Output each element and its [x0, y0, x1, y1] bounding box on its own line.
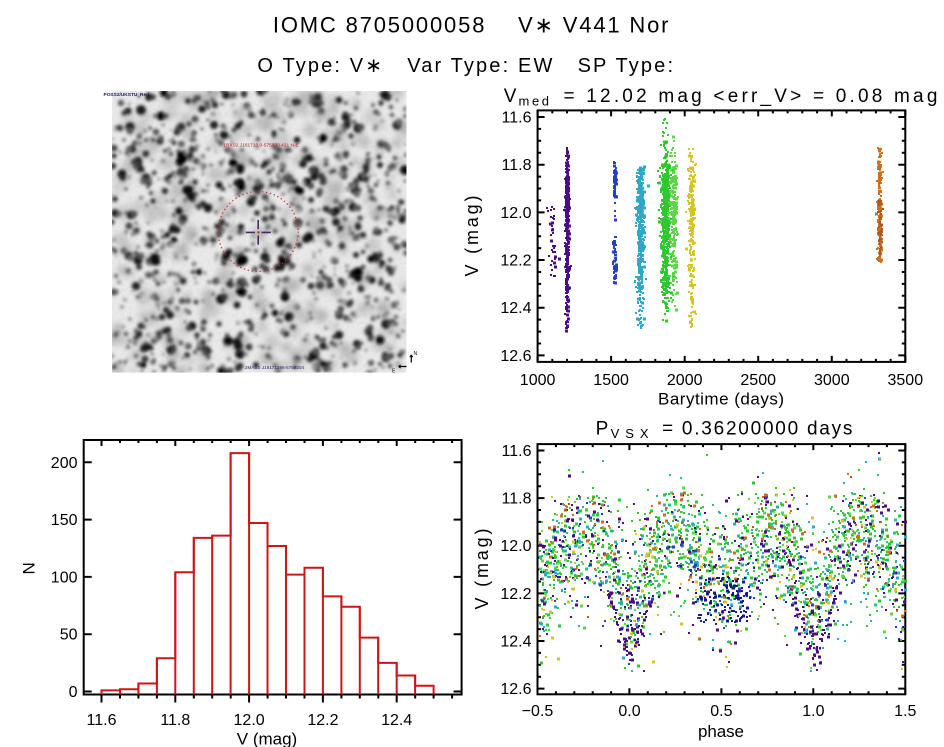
svg-text:200: 200 [51, 455, 78, 472]
svg-text:3000: 3000 [814, 372, 850, 389]
svg-text:0.5: 0.5 [710, 703, 732, 720]
svg-text:VSX: VSX [611, 426, 649, 441]
svg-text:2500: 2500 [740, 372, 776, 389]
svg-text:11.6: 11.6 [502, 110, 532, 127]
svg-text:N: N [20, 562, 39, 574]
svg-text:12.0: 12.0 [234, 712, 265, 729]
svg-text:3500: 3500 [888, 372, 924, 389]
svg-text:V (mag): V (mag) [237, 730, 297, 747]
svg-text:150: 150 [51, 512, 78, 529]
svg-text:1.0: 1.0 [802, 703, 824, 720]
svg-text:12.6: 12.6 [500, 681, 531, 698]
svg-text:E: E [392, 369, 396, 375]
svg-text:2MASS J16171296-5759204: 2MASS J16171296-5759204 [245, 365, 304, 370]
svg-text:11.8: 11.8 [160, 712, 190, 729]
svg-text:12.4: 12.4 [500, 300, 531, 317]
svg-text:12.4: 12.4 [381, 712, 412, 729]
svg-text:1RXS2 J161713.0-575920 431 N-E: 1RXS2 J161713.0-575920 431 N-E [223, 142, 298, 148]
svg-text:0.0: 0.0 [618, 703, 640, 720]
svg-text:50: 50 [60, 627, 78, 644]
svg-text:12.2: 12.2 [307, 712, 338, 729]
svg-text:11.8: 11.8 [502, 491, 532, 508]
svg-text:Barytime (days): Barytime (days) [658, 390, 784, 409]
svg-text:phase: phase [698, 722, 744, 741]
svg-text:POSS2/UKSTU_Red: POSS2/UKSTU_Red [104, 92, 150, 98]
svg-text:med: med [519, 94, 550, 109]
svg-text:11.6: 11.6 [87, 712, 117, 729]
svg-text:12.2: 12.2 [500, 586, 531, 603]
svg-text:12.2: 12.2 [500, 253, 531, 270]
svg-text:11.6: 11.6 [502, 443, 532, 460]
svg-text:0: 0 [69, 684, 78, 701]
svg-text:= 0.36200000 days: = 0.36200000 days [662, 419, 852, 440]
svg-text:12.4: 12.4 [500, 634, 531, 651]
svg-text:1000: 1000 [520, 372, 556, 389]
svg-text:1500: 1500 [593, 372, 629, 389]
svg-text:12.0: 12.0 [500, 538, 531, 555]
svg-text:P: P [596, 419, 609, 440]
svg-text:N: N [414, 351, 418, 357]
svg-text:12.0: 12.0 [500, 205, 531, 222]
svg-text:V: V [504, 86, 517, 107]
svg-text:−0.5: −0.5 [522, 703, 554, 720]
svg-text:100: 100 [51, 569, 78, 586]
svg-text:2000: 2000 [667, 372, 703, 389]
svg-text:12.6: 12.6 [500, 348, 531, 365]
svg-text:11.8: 11.8 [502, 157, 532, 174]
svg-text:O Type: V∗ Var Type: EW SP: O Type: V∗ Var Type: EW SP Type: [257, 55, 673, 77]
svg-text:1.5: 1.5 [894, 703, 916, 720]
